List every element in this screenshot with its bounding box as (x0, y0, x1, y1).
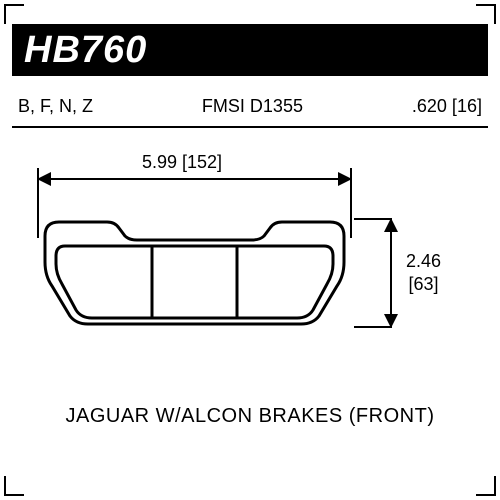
compound-codes: B, F, N, Z (18, 96, 93, 117)
crop-corner (476, 476, 496, 496)
width-dimension: 5.99 [152] (12, 148, 352, 198)
crop-corner (4, 476, 24, 496)
divider-line (12, 126, 488, 128)
height-in: 2.46 (406, 251, 441, 271)
dim-line (37, 178, 352, 180)
height-label: 2.46[63] (406, 250, 441, 297)
thickness-in: .620 (412, 96, 447, 116)
header-bar: HB760 (12, 24, 488, 76)
dim-arrow-icon (37, 172, 51, 186)
info-row: B, F, N, Z FMSI D1355 .620 [16] (12, 96, 488, 117)
dim-line (390, 218, 392, 328)
dim-arrow-icon (384, 218, 398, 232)
part-number: HB760 (24, 29, 147, 72)
crop-corner (4, 4, 24, 24)
width-label: 5.99 [152] (127, 152, 237, 173)
pad-outline-svg (37, 218, 352, 328)
crop-corner (476, 4, 496, 24)
thickness-mm: 16 (457, 96, 477, 116)
brake-pad-shape (37, 218, 352, 328)
width-mm: 152 (187, 152, 217, 172)
application-label: JAGUAR W/ALCON BRAKES (FRONT) (0, 405, 500, 428)
width-in: 5.99 (142, 152, 177, 172)
thickness-value: .620 [16] (412, 96, 482, 117)
diagram-area: 5.99 [152] 2.46[63] (12, 140, 488, 390)
dim-arrow-icon (338, 172, 352, 186)
height-mm: 63 (414, 274, 434, 294)
pad-friction-surface (56, 246, 333, 318)
fmsi-code: FMSI D1355 (202, 96, 303, 117)
dim-arrow-icon (384, 314, 398, 328)
height-dimension: 2.46[63] (372, 218, 482, 328)
